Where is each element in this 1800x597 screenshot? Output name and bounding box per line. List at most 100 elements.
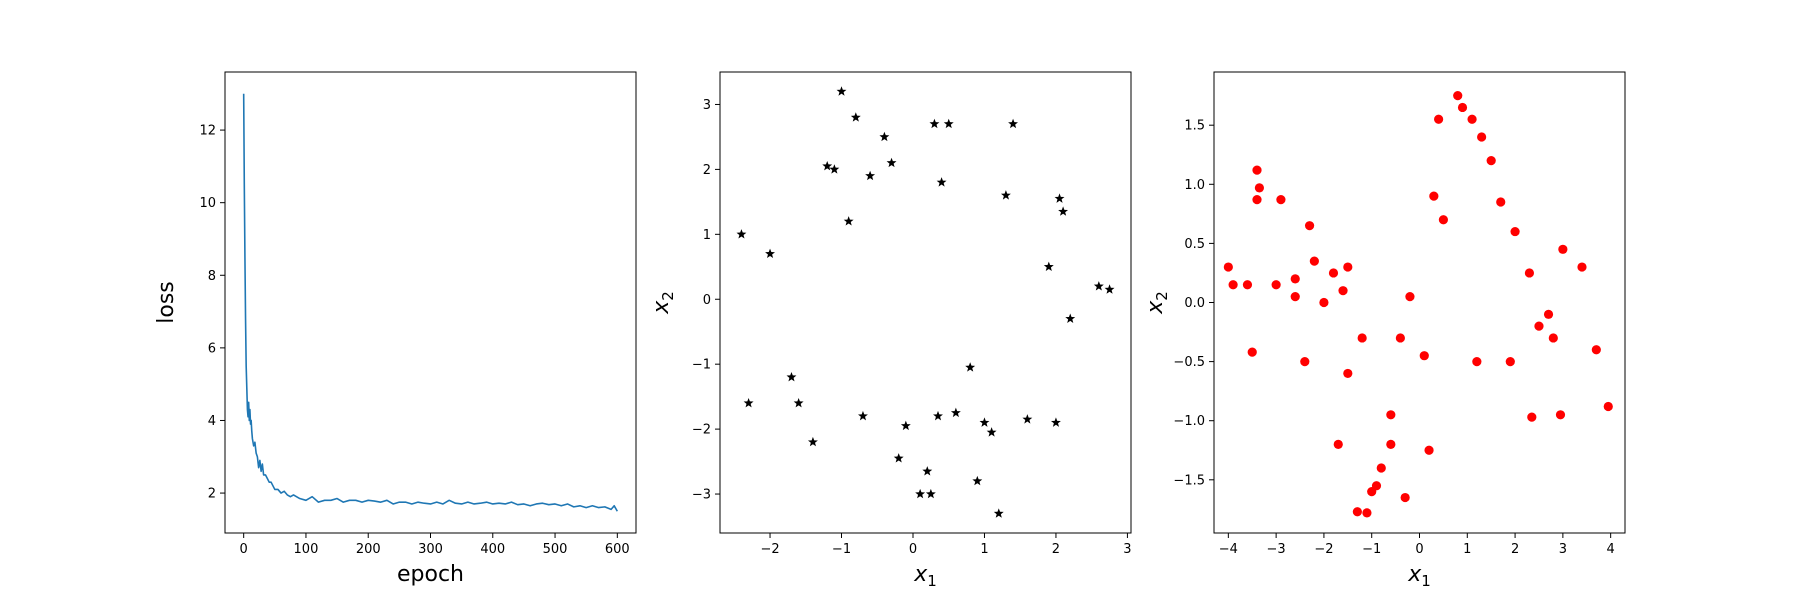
scatter-point bbox=[1051, 417, 1061, 427]
y-tick-label: 2 bbox=[703, 163, 711, 178]
scatter-point bbox=[1534, 321, 1544, 331]
scatter-point bbox=[1505, 357, 1515, 367]
scatter-point bbox=[879, 131, 890, 142]
scatter-point bbox=[1386, 439, 1396, 449]
y-axis-title: loss bbox=[154, 281, 179, 324]
scatter-point bbox=[1242, 280, 1253, 290]
scatter-point bbox=[736, 229, 747, 239]
scatter-point bbox=[1058, 206, 1069, 216]
scatter-point bbox=[1022, 414, 1033, 424]
moons-scatter-panel: −4 −3 −2 −1 0 1 2 3 4 −1.5 −1.0 −0.5 0.0 0.5 1.0 1.5 x1 x… bbox=[1143, 71, 1626, 590]
y-tick-label: −1 bbox=[692, 358, 711, 373]
scatter-point bbox=[743, 397, 754, 408]
scatter-point bbox=[929, 118, 940, 129]
y-tick-label: 1.5 bbox=[1184, 119, 1205, 134]
scatter-point bbox=[1328, 268, 1339, 278]
x-tick-label: −2 bbox=[760, 542, 779, 557]
scatter-point bbox=[1496, 197, 1506, 207]
loss-curve-panel: 0 100 200 300 400 500 600 2 4 6 8 10 12 epoch loss bbox=[154, 71, 637, 587]
x-axis-title: x1 bbox=[1407, 562, 1431, 590]
scatter-point bbox=[1343, 262, 1353, 272]
scatter-point bbox=[1043, 261, 1054, 271]
scatter-point bbox=[1319, 297, 1329, 308]
scatter-point bbox=[1223, 262, 1233, 272]
scatter-point bbox=[1065, 313, 1076, 323]
scatter-point bbox=[843, 216, 854, 226]
scatter-point bbox=[1467, 114, 1477, 124]
x-tick-label: 200 bbox=[356, 542, 381, 557]
scatter-point bbox=[986, 427, 997, 437]
x-tick-label: 3 bbox=[1123, 542, 1131, 557]
y-tick-label: 8 bbox=[208, 269, 216, 284]
scatter-point bbox=[1524, 268, 1535, 278]
scatter-point bbox=[1352, 507, 1362, 517]
scatter-point bbox=[1386, 410, 1396, 420]
scatter-point bbox=[993, 508, 1004, 518]
plot-area bbox=[736, 86, 1115, 518]
scatter-point bbox=[972, 475, 983, 486]
scatter-point bbox=[1457, 102, 1468, 113]
scatter-point bbox=[1054, 193, 1065, 203]
scatter-point bbox=[1362, 508, 1372, 518]
scatter-point bbox=[1577, 262, 1587, 272]
y-tick-label: −2 bbox=[692, 423, 711, 438]
y-tick-label: 6 bbox=[208, 341, 216, 356]
scatter-point bbox=[786, 371, 797, 382]
x-tick-label: 0 bbox=[909, 542, 917, 557]
scatter-point bbox=[965, 362, 976, 372]
y-tick-label: 2 bbox=[208, 487, 216, 502]
scatter-point bbox=[1300, 357, 1310, 367]
scatter-point bbox=[1429, 191, 1439, 201]
scatter-point bbox=[893, 453, 904, 463]
scatter-point bbox=[1276, 195, 1286, 205]
y-axis-title: x2 bbox=[1143, 291, 1171, 315]
x-tick-label: 2 bbox=[1511, 542, 1519, 557]
x-tick-label: −2 bbox=[1314, 542, 1333, 557]
scatter-point bbox=[807, 436, 818, 447]
scatter-point bbox=[1008, 118, 1019, 129]
x-tick-label: 4 bbox=[1607, 542, 1615, 557]
scatter-point bbox=[915, 488, 926, 499]
x-tick-label: 300 bbox=[418, 542, 443, 557]
y-tick-label: 10 bbox=[199, 196, 216, 211]
scatter-point bbox=[1304, 221, 1315, 231]
x-axis-title: x1 bbox=[913, 562, 937, 590]
scatter-point bbox=[900, 420, 911, 431]
scatter-point bbox=[1309, 256, 1319, 266]
y-tick-label: −1.0 bbox=[1173, 414, 1205, 429]
y-tick-label: 4 bbox=[208, 414, 216, 429]
scatter-point bbox=[1400, 492, 1410, 503]
x-tick-label: −1 bbox=[832, 542, 851, 557]
x-axis-title: epoch bbox=[397, 562, 464, 587]
x-tick-label: −4 bbox=[1219, 542, 1238, 557]
scatter-point bbox=[1228, 280, 1238, 290]
scatter-point bbox=[936, 177, 947, 187]
scatter-point bbox=[1357, 333, 1367, 343]
scatter-point bbox=[1527, 412, 1537, 422]
scatter-point bbox=[829, 164, 840, 174]
scatter-point bbox=[1548, 333, 1558, 343]
plot-area bbox=[242, 93, 619, 512]
x-tick-label: −3 bbox=[1267, 542, 1286, 557]
scatter-point bbox=[865, 170, 876, 181]
scatter-point bbox=[1104, 284, 1115, 294]
scatter-point bbox=[1338, 286, 1348, 296]
y-tick-label: 0.5 bbox=[1184, 237, 1205, 252]
scatter-point bbox=[1603, 401, 1613, 412]
y-tick-label: −0.5 bbox=[1173, 355, 1205, 370]
scatter-point bbox=[1486, 156, 1496, 166]
scatter-point bbox=[1477, 132, 1487, 142]
scatter-point bbox=[1510, 226, 1520, 237]
scatter-point bbox=[1591, 345, 1601, 355]
scatter-point bbox=[850, 112, 861, 122]
y-tick-label: 1 bbox=[703, 228, 711, 243]
scatter-point bbox=[922, 466, 933, 476]
scatter-point bbox=[1254, 183, 1264, 193]
x-tick-label: 500 bbox=[543, 542, 568, 557]
scatter-point bbox=[1371, 481, 1382, 491]
latent-scatter-panel: −2 −1 0 1 2 3 −3 −2 −1 0 1 2 3 x1 x2 bbox=[649, 71, 1132, 590]
y-tick-label: 0.0 bbox=[1184, 296, 1205, 311]
y-tick-label: 0 bbox=[703, 293, 711, 308]
